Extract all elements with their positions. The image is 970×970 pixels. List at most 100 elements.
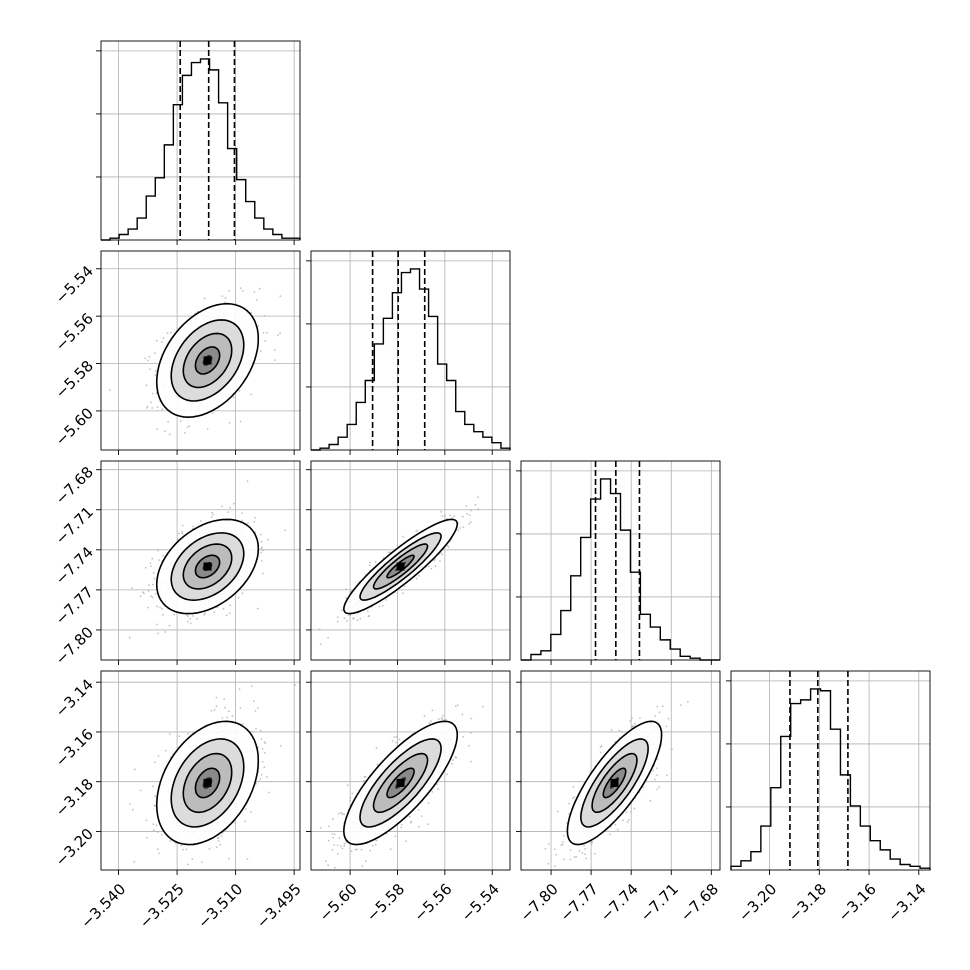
scatter-point [241,519,244,522]
scatter-point [437,718,440,721]
scatter-point [345,588,347,590]
scatter-point [331,849,334,851]
scatter-point [341,813,344,815]
scatter-point [666,774,668,777]
scatter-point [161,408,164,411]
scatter-point [336,620,339,623]
scatter-point [361,865,364,867]
scatter-point [444,514,446,517]
scatter-point [319,643,322,646]
scatter-point [568,802,570,805]
scatter-point [145,407,148,409]
scatter-point [151,583,154,586]
scatter-point [430,567,433,570]
scatter-point [622,819,624,822]
scatter-point [232,396,235,399]
scatter-point [154,761,156,764]
scatter-point [154,592,157,595]
scatter-point [155,824,158,827]
scatter-point [228,422,231,424]
scatter-point [257,780,260,783]
scatter-point [410,820,413,823]
scatter-point [335,882,337,884]
scatter-point [259,778,262,780]
scatter-point [431,790,434,793]
panel-frame [100,460,301,661]
scatter-point [176,538,179,540]
scatter-point [374,561,377,563]
scatter-point [158,852,161,855]
scatter-point [256,299,258,301]
y-tick-label-3-0: −3.20 [52,825,97,870]
scatter-point [273,349,276,352]
hist-panel-3 [726,670,931,875]
scatter-point [280,745,282,747]
x-tick-label-2-2: −7.74 [597,880,642,925]
scatter-point [157,831,159,833]
scatter-point [349,799,351,802]
scatter-point [658,711,661,714]
scatter-point [241,723,244,725]
scatter-point [238,389,241,392]
scatter-point [156,406,159,408]
scatter-point [354,848,357,851]
scatter-point [353,617,355,620]
x-tick-label-2-1: −7.77 [557,880,602,925]
scatter-point [333,833,336,836]
scatter-point [129,803,131,805]
scatter-point [477,496,479,499]
scatter-point [553,848,556,851]
scatter-point [241,512,243,514]
scatter-point [173,613,176,616]
scatter-point [261,559,263,562]
scatter-point [168,624,171,627]
scatter-point [563,835,565,837]
scatter-point [395,741,397,744]
scatter-point [391,740,394,742]
scatter-point [139,789,142,792]
scatter-point [468,514,471,516]
scatter-point [224,297,227,300]
scatter-point [187,620,189,623]
scatter-point [563,858,566,861]
y-tick-label-2-3: −7.71 [52,503,97,548]
y-tick-label-2-2: −7.74 [52,543,97,588]
density-peak [610,778,619,787]
scatter-point [215,696,218,699]
scatter-point [652,769,655,772]
panel-content [108,287,282,436]
scatter-point [181,532,184,535]
scatter-point [336,844,339,847]
scatter-point [264,742,267,745]
scatter-point [216,837,219,840]
scatter-point [444,718,447,721]
scatter-point [229,612,231,614]
scatter-point [434,565,437,568]
scatter-point [556,810,559,813]
scatter-point [264,751,266,754]
scatter-point [149,562,152,564]
scatter-point [452,759,454,761]
scatter-point [427,802,430,804]
histogram-step [101,58,301,241]
scatter-point [294,684,296,686]
scatter-point [263,766,266,769]
scatter-point [164,631,167,633]
y-tick-label-2-1: −7.77 [52,583,97,628]
scatter-point [470,732,472,734]
scatter-point [367,615,370,617]
scatter-point [451,517,454,520]
scatter-point [226,716,229,719]
scatter-point [162,554,165,557]
scatter-point [555,878,557,880]
scatter-point [262,549,264,552]
scatter-point [482,705,484,708]
scatter-point [229,506,232,509]
scatter-point [178,532,180,535]
scatter-point [331,818,334,821]
scatter-point [393,736,395,738]
density-peak [396,778,405,787]
scatter-point [263,741,266,743]
scatter-point [221,717,224,719]
scatter-point [204,612,206,615]
